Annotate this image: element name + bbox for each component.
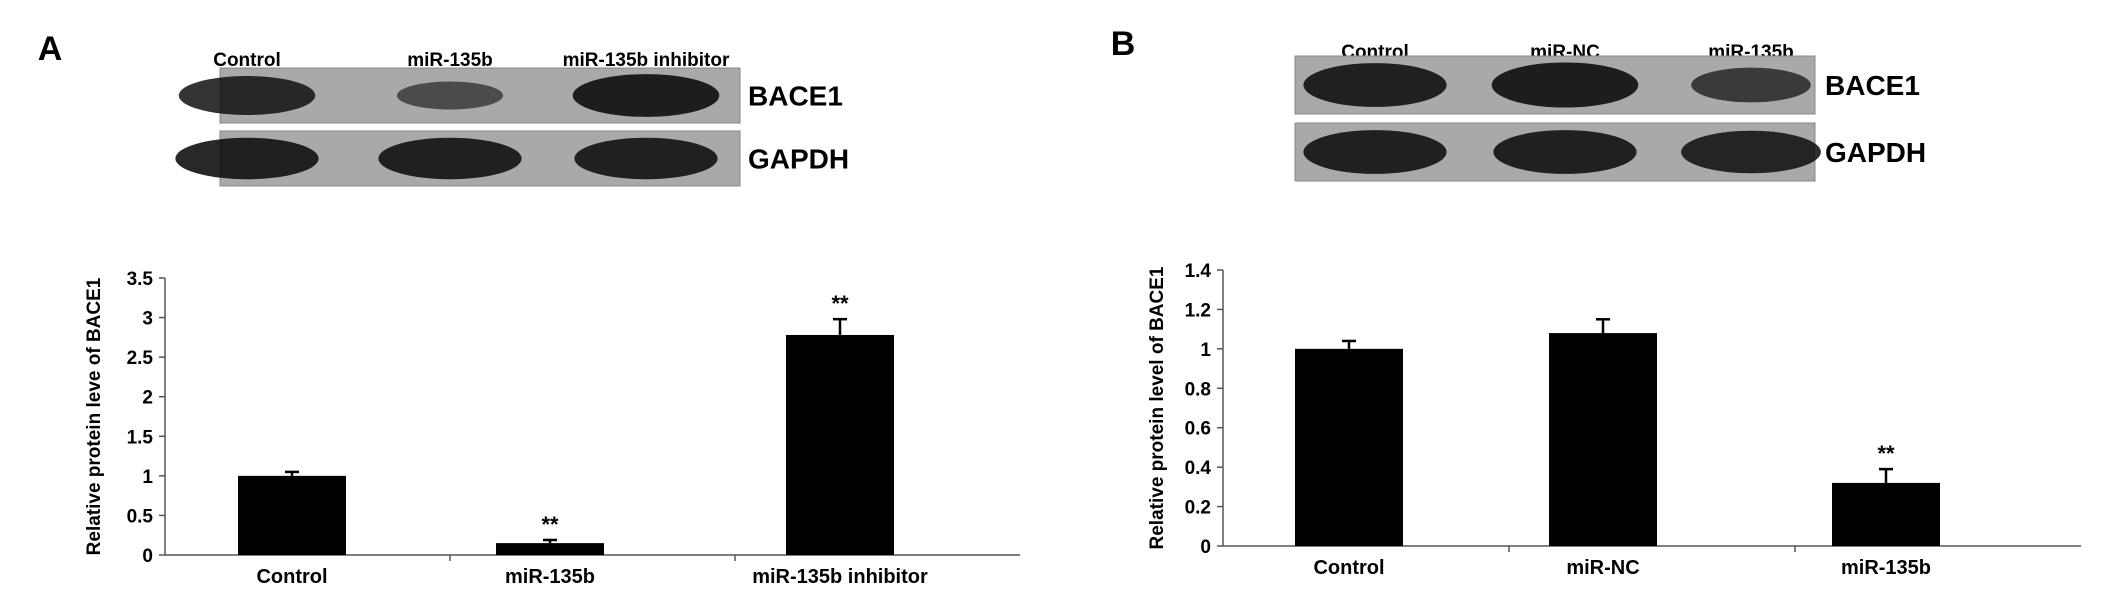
y-tick-label: 0.6	[1185, 419, 1211, 440]
x-tick-label: miR-135b	[1841, 557, 1931, 579]
blot-band	[378, 137, 522, 180]
y-tick-label: 0	[1200, 537, 1211, 558]
y-tick-label: 1	[142, 467, 153, 488]
bar	[238, 475, 346, 555]
blot-lane-label: miR-135b	[407, 50, 493, 71]
panel-b: B Control miR-NC miR-135b BACE1 GAPDH 0 0.2 0.4 0…	[1063, 0, 2126, 587]
significance-label: **	[541, 512, 559, 537]
y-tick-label: 0.4	[1185, 458, 1212, 479]
y-tick-label: 2.5	[127, 348, 154, 369]
blot-band	[1691, 67, 1811, 103]
blot-band	[178, 75, 316, 116]
y-tick-label: 0.2	[1185, 498, 1211, 519]
panel-b-figure: B Control miR-NC miR-135b BACE1 GAPDH 0 0.2 0.4 0…	[1111, 25, 2081, 579]
blot-band	[1491, 62, 1639, 108]
x-tick-label: miR-NC	[1566, 557, 1639, 579]
y-tick-label: 0.8	[1185, 379, 1211, 400]
blot-band	[572, 74, 720, 117]
blot-band	[1681, 130, 1821, 174]
x-tick-label: miR-135b inhibitor	[752, 566, 928, 587]
y-tick-label: 0.5	[127, 506, 154, 527]
blot-lane-label: miR-135b inhibitor	[563, 50, 730, 71]
panel-a: A Control miR-135b miR-135b inhibitor BACE1 G…	[0, 0, 1060, 588]
blot-row-label: BACE1	[1825, 70, 1920, 101]
significance-label: **	[1877, 441, 1895, 466]
bar	[1549, 333, 1657, 546]
y-tick-label: 0	[142, 546, 153, 567]
y-tick-label: 3	[142, 309, 153, 330]
blot-band	[574, 137, 718, 180]
x-tick-label: miR-135b	[505, 566, 595, 587]
y-axis-label: Relative protein leve of BACE1	[84, 277, 105, 555]
bar	[1832, 482, 1940, 546]
y-tick-label: 3.5	[127, 269, 154, 290]
y-tick-label: 1	[1200, 340, 1211, 361]
bar	[1295, 348, 1403, 546]
blot-row-label: GAPDH	[748, 144, 849, 175]
y-tick-label: 1.4	[1185, 261, 1212, 282]
panel-letter: B	[1111, 25, 1136, 63]
bar	[496, 543, 604, 555]
panel-letter: A	[38, 30, 63, 68]
blot-band	[1493, 130, 1637, 174]
panel-a-figure: A Control miR-135b miR-135b inhibitor BACE1 G…	[38, 30, 1020, 588]
blot-lane-label: Control	[213, 50, 281, 71]
x-tick-label: Control	[1313, 557, 1384, 579]
blot-row-label: GAPDH	[1825, 137, 1926, 168]
blot-band	[175, 137, 319, 180]
y-tick-label: 1.5	[127, 427, 154, 448]
bar	[786, 334, 894, 555]
x-tick-label: Control	[256, 566, 327, 587]
y-tick-label: 1.2	[1185, 300, 1211, 321]
y-axis-label: Relative protein level of BACE1	[1147, 266, 1168, 549]
y-tick-label: 2	[142, 388, 153, 409]
blot-band	[396, 81, 504, 110]
significance-label: **	[831, 291, 849, 316]
blot-row-label: BACE1	[748, 81, 843, 112]
blot-band	[1303, 130, 1447, 174]
blot-band	[1303, 63, 1447, 107]
